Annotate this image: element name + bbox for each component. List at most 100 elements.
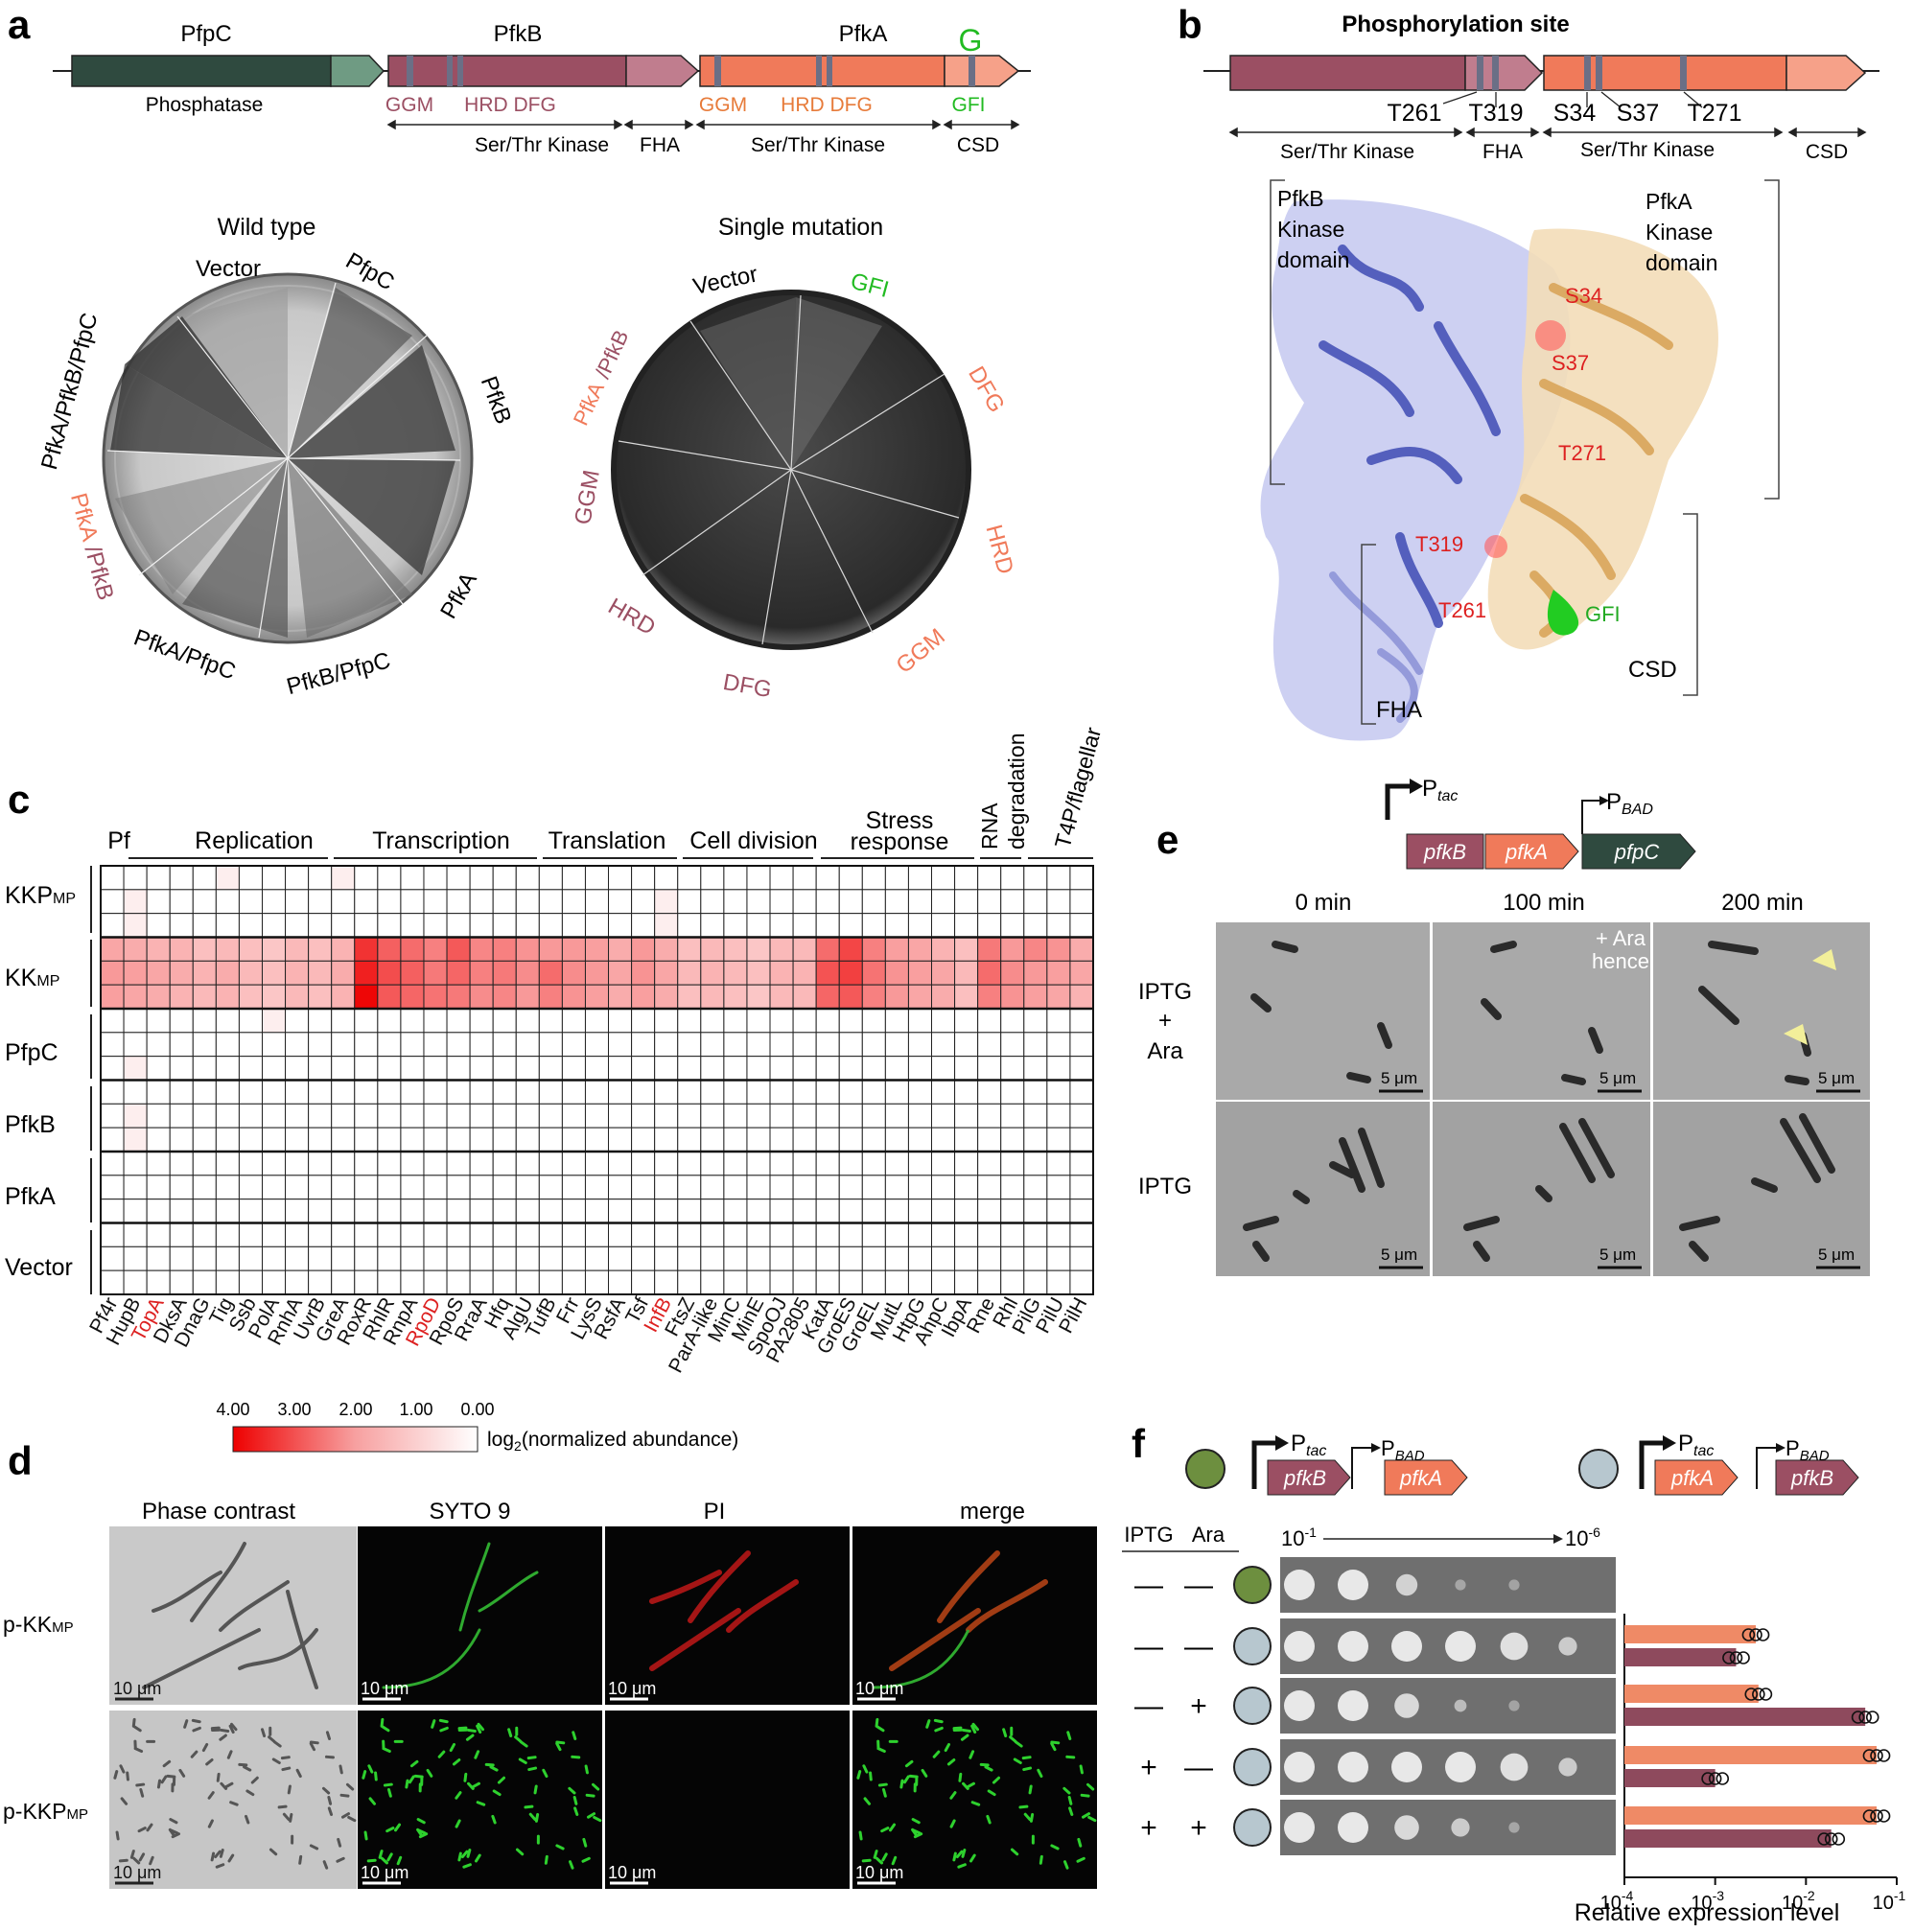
f-strain-dot [1234, 1628, 1271, 1664]
heatmap-cell [401, 1270, 424, 1294]
heatmap-cell [609, 961, 632, 985]
heatmap-cell [470, 1057, 493, 1081]
e-micrographs [1216, 922, 1870, 1276]
heatmap-cell [378, 1009, 401, 1033]
heatmap-cell [908, 961, 931, 985]
heatmap-cell [1070, 1175, 1093, 1199]
heatmap-cell [862, 1104, 885, 1128]
heatmap-cell [101, 1223, 124, 1247]
heatmap-cell [309, 1104, 332, 1128]
heatmap-cell [932, 1128, 955, 1152]
f-point-pfka [1758, 1629, 1769, 1641]
wt-label-pfkb-mixed: /PfkB [80, 543, 119, 602]
heatmap-cell [239, 866, 262, 890]
heatmap-cell [793, 890, 816, 914]
f-bar-pfka [1624, 1806, 1877, 1825]
f-ara-sign: — [1184, 1631, 1213, 1663]
heatmap-cell [147, 938, 170, 962]
panel-letter-f: f [1132, 1421, 1146, 1466]
heatmap-cell [216, 985, 239, 1009]
e-scale-1: 5 μm [1381, 1069, 1417, 1087]
heatmap-cell [1024, 866, 1047, 890]
phosphatase-label: Phosphatase [146, 94, 264, 116]
f-growth-spot [1558, 1637, 1576, 1655]
e-scale-2: 5 μm [1599, 1069, 1636, 1087]
heatmap-cell [793, 1057, 816, 1081]
heatmap-cell [401, 1009, 424, 1033]
heatmap-cell [816, 1199, 839, 1223]
heatmap-cell [1024, 1104, 1047, 1128]
heatmap-cell [539, 1033, 562, 1057]
heatmap-cell [908, 1223, 931, 1247]
heatmap-cell [793, 1033, 816, 1057]
heatmap-cell [747, 1081, 770, 1105]
heatmap-cell [770, 1081, 793, 1105]
heatmap-cell [378, 1152, 401, 1175]
heatmap-cell [562, 1246, 585, 1270]
heatmap-cell [932, 1246, 955, 1270]
heatmap-cell [332, 1009, 355, 1033]
heatmap-cell [147, 1081, 170, 1105]
heatmap-cell [516, 1223, 539, 1247]
f-strain-dot [1234, 1688, 1271, 1724]
heatmap-cell [655, 1057, 678, 1081]
heatmap-cell [193, 1057, 216, 1081]
heatmap-cell [655, 1081, 678, 1105]
heatmap-cell [101, 866, 124, 890]
heatmap-cell [539, 1104, 562, 1128]
heatmap-cell [170, 890, 193, 914]
heatmap-cell [124, 866, 147, 890]
heatmap-cell [401, 1081, 424, 1105]
heatmap-cell [1070, 938, 1093, 962]
heatmap-cell [862, 866, 885, 890]
heatmap-cell [678, 1246, 701, 1270]
heatmap-cell [516, 1009, 539, 1033]
heatmap-cell [908, 1033, 931, 1057]
heatmap-cell [562, 1081, 585, 1105]
heatmap-cell [655, 1223, 678, 1247]
heatmap-cell [447, 985, 470, 1009]
heatmap-cell [170, 1057, 193, 1081]
f-strain-dot [1234, 1567, 1271, 1603]
heatmap-cell [816, 961, 839, 985]
heatmap-cell [701, 890, 724, 914]
heatmap-cell [562, 1223, 585, 1247]
heatmap-cell [355, 890, 378, 914]
f-growth-spot [1338, 1570, 1368, 1600]
heatmap-cell [1047, 1223, 1070, 1247]
f-bar-pfka [1624, 1685, 1759, 1703]
heatmap-cell [147, 1270, 170, 1294]
heatmap-cell [839, 1128, 862, 1152]
heatmap-cell [1070, 914, 1093, 938]
heatmap-cell [424, 1104, 447, 1128]
heatmap-cell [378, 914, 401, 938]
heatmap-cell [655, 938, 678, 962]
heatmap-cell [793, 961, 816, 985]
heatmap-cell [655, 866, 678, 890]
heatmap-cell [932, 1104, 955, 1128]
heatmap-cell [839, 938, 862, 962]
heatmap-cell [332, 1104, 355, 1128]
heatmap-cell [1001, 1175, 1024, 1199]
heatmap-cell [1001, 1057, 1024, 1081]
heatmap-cell [562, 1270, 585, 1294]
heatmap-cell [216, 1081, 239, 1105]
heatmap-cell [401, 938, 424, 962]
heatmap-cell [1047, 1270, 1070, 1294]
heatmap-cell [632, 1057, 655, 1081]
heatmap-cell [885, 1009, 908, 1033]
heatmap-cell [286, 1128, 309, 1152]
heatmap-cell [309, 938, 332, 962]
heatmap-cell [955, 1104, 978, 1128]
heatmap-cell [447, 1223, 470, 1247]
motif-hrd-dfg-pfka: HRD DFG [781, 94, 873, 116]
heatmap-cell [816, 1175, 839, 1199]
heatmap-cell [701, 1199, 724, 1223]
heatmap-cell [770, 938, 793, 962]
heatmap-cell [1001, 961, 1024, 985]
heatmap-cell [632, 1104, 655, 1128]
heatmap-cell [585, 1199, 608, 1223]
heatmap-cell [447, 1128, 470, 1152]
heatmap-cell [724, 866, 747, 890]
legend-label: log2(normalized abundance) [487, 1429, 738, 1454]
